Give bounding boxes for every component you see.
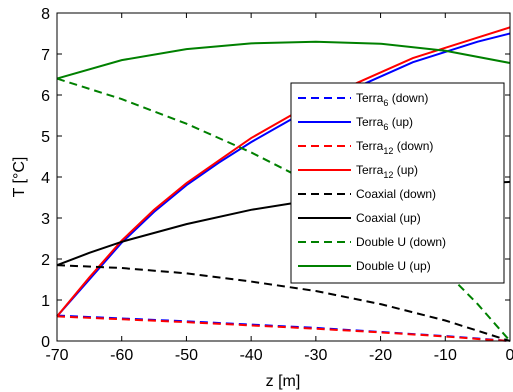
x-tick-label: -10 (434, 347, 457, 364)
legend-label-0: Terra6 (down) (356, 91, 428, 108)
y-tick-label: 4 (41, 170, 50, 187)
legend-label-5: Coaxial (up) (356, 211, 421, 225)
y-axis-title: T [°C] (11, 157, 28, 198)
series-line-3 (56, 26, 511, 318)
y-tick-label: 5 (41, 129, 50, 146)
x-tick-label: -20 (369, 347, 392, 364)
legend-label-3: Terra12 (up) (356, 163, 418, 180)
y-tick-label: 6 (41, 88, 50, 105)
series-line-2 (56, 315, 511, 342)
y-tick-label: 0 (41, 334, 50, 351)
legend-label-7: Double U (up) (356, 259, 431, 273)
x-tick-label: 0 (506, 347, 513, 364)
legend-label-1: Terra6 (up) (356, 115, 413, 132)
series-line-1 (56, 32, 511, 318)
axes-layer: -70 -60 -50 -40 -30 -20 -10 0 0 1 2 3 4 5 6 7 8 (41, 6, 513, 364)
y-tick-label: 1 (41, 293, 50, 310)
y-tick-label: 3 (41, 211, 50, 228)
series-line-7 (56, 40, 511, 80)
x-tick-label: -50 (175, 347, 198, 364)
y-tick-label: 7 (41, 47, 50, 64)
legend-box (290, 82, 505, 284)
x-tick-label: -40 (240, 347, 263, 364)
x-tick-label: -70 (45, 347, 68, 364)
series-line-4 (56, 264, 511, 342)
x-axis-title: z [m] (266, 373, 301, 390)
legend-label-4: Coaxial (down) (356, 187, 436, 201)
y-tick-label: 8 (41, 6, 50, 23)
x-tick-label: -60 (110, 347, 133, 364)
legend-label-2: Terra12 (down) (356, 139, 433, 156)
legend: Terra6 (down) Terra6 (up) Terra12 (down) Te… (290, 82, 505, 284)
x-tick-label: -30 (304, 347, 327, 364)
y-tick-label: 2 (41, 252, 50, 269)
legend-label-6: Double U (down) (356, 235, 446, 249)
